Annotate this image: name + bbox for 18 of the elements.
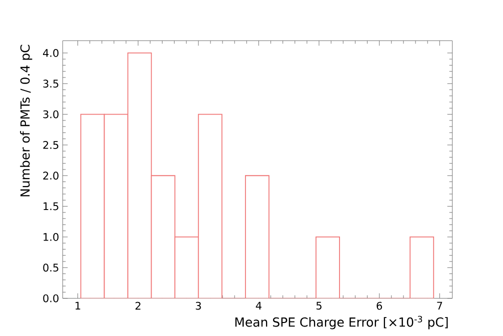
y-tick-label: 1.5 — [44, 202, 58, 210]
x-tick-label: 4 — [256, 302, 262, 310]
x-tick-label: 2 — [136, 302, 140, 310]
y-tick-label: 3.5 — [43, 80, 58, 88]
y-tick-label: 0.0 — [43, 294, 58, 302]
x-tick-label: 5 — [316, 302, 322, 310]
y-axis-title: Number of PMTs / 0.4 pC — [20, 44, 32, 196]
y-tick-label: 0.5 — [43, 264, 58, 272]
y-tick-label: 4.0 — [43, 48, 58, 57]
x-axis-title: Mean SPE Charge Error [×10$^{-3}$ pC] — [235, 316, 448, 330]
x-tick-label: 6 — [376, 302, 382, 310]
x-tick-label: 7 — [437, 302, 442, 310]
y-tick-label: 2.0 — [43, 172, 58, 180]
x-tick-label: 3 — [196, 302, 201, 310]
y-tick-label: 2.5 — [43, 140, 58, 149]
y-tick-label: 3.0 — [43, 110, 58, 118]
x-tick-label: 1 — [76, 302, 80, 310]
y-tick-label: 1.0 — [44, 232, 58, 241]
